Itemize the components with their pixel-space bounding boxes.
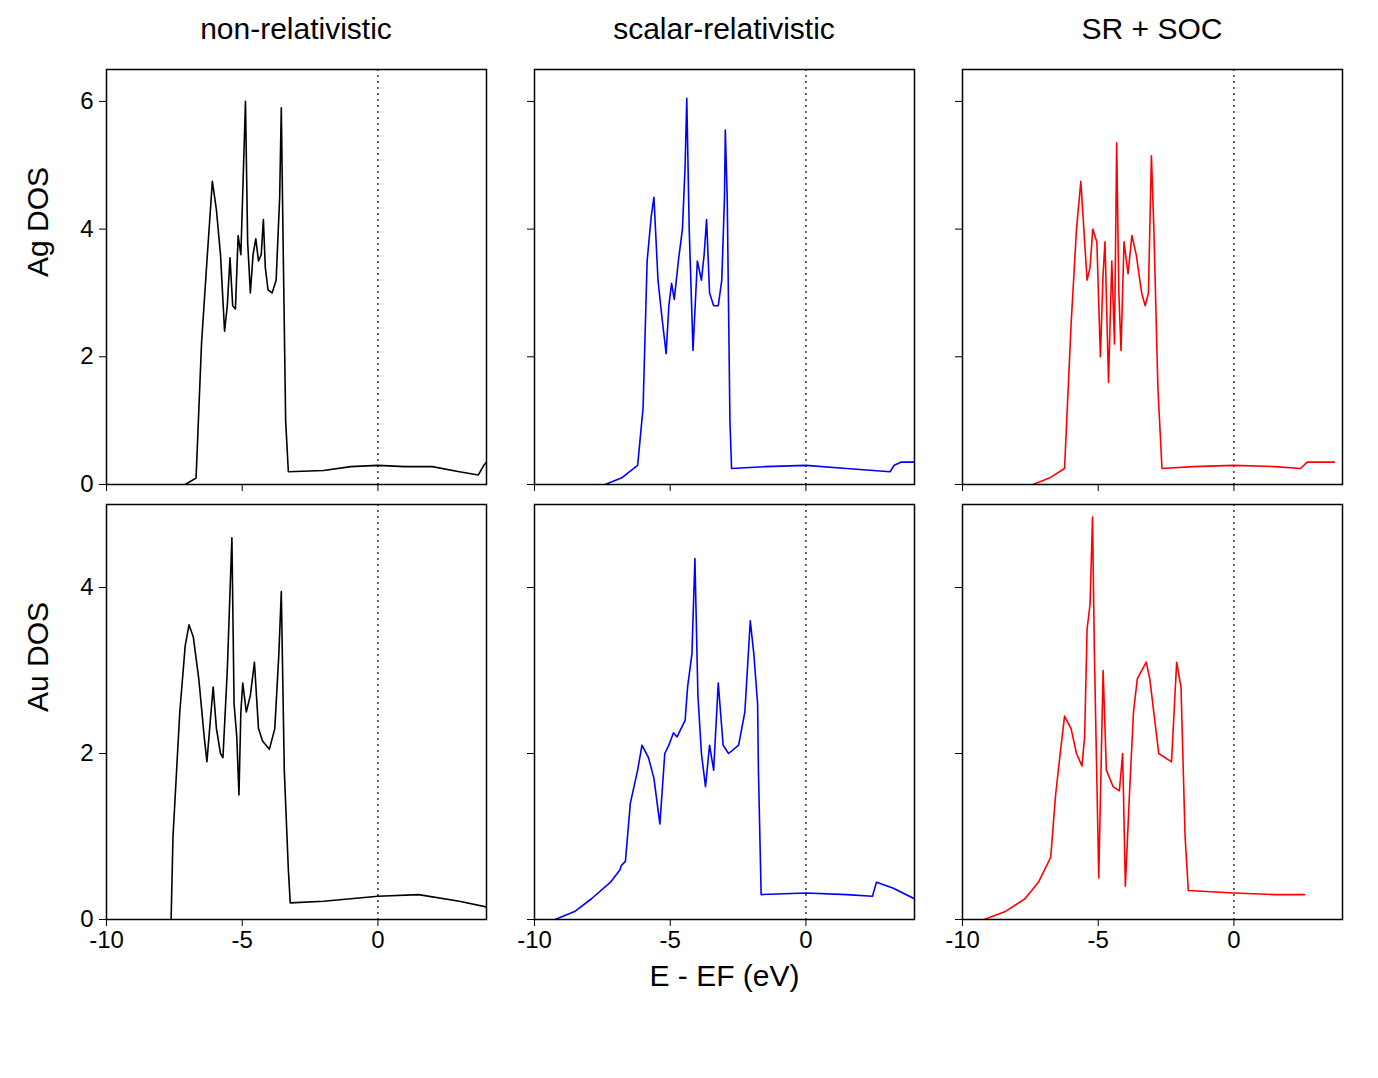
- svg-text:6: 6: [80, 87, 93, 114]
- svg-text:4: 4: [80, 573, 93, 600]
- svg-text:2: 2: [80, 342, 93, 369]
- html-text:non-relativistic: non-relativistic: [200, 12, 392, 45]
- svg-text:0: 0: [371, 926, 384, 953]
- svg-text:-5: -5: [232, 926, 253, 953]
- svg-text:E - EF (eV): E - EF (eV): [649, 959, 799, 992]
- svg-text:-5: -5: [660, 926, 681, 953]
- svg-text:4: 4: [80, 215, 93, 242]
- html-text:scalar-relativistic: scalar-relativistic: [613, 12, 835, 45]
- svg-text:0: 0: [1227, 926, 1240, 953]
- svg-text:2: 2: [80, 739, 93, 766]
- svg-text:0: 0: [80, 470, 94, 498]
- svg-text:0: 0: [799, 926, 812, 953]
- svg-text:0: 0: [80, 905, 93, 932]
- svg-text:Ag DOS: Ag DOS: [21, 167, 54, 277]
- svg-text:-5: -5: [1088, 926, 1109, 953]
- svg-text:-10: -10: [89, 926, 124, 953]
- html-text:SR + SOC: SR + SOC: [1081, 12, 1223, 45]
- svg-text:-10: -10: [945, 926, 980, 953]
- svg-text:Au DOS: Au DOS: [21, 602, 54, 712]
- svg-text:-10: -10: [517, 926, 552, 953]
